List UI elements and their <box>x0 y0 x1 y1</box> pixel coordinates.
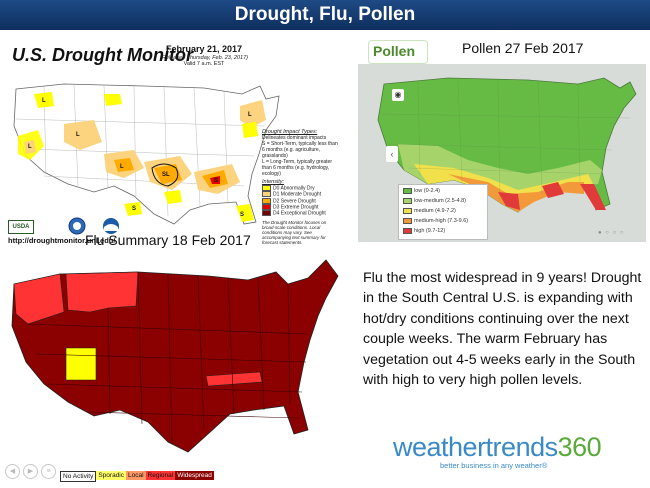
usda-logo: USDA <box>8 220 34 234</box>
svg-text:L: L <box>248 112 252 118</box>
drought-valid: Valid 7 a.m. EST <box>183 61 225 67</box>
chevron-left-icon[interactable]: ‹ <box>386 146 398 162</box>
slide-title: Drought, Flu, Pollen <box>234 4 416 25</box>
intensity-swatch <box>262 191 271 198</box>
next-slide-icon[interactable]: ▶ <box>23 464 38 479</box>
pollen-legend-label: medium (4.9-7.2) <box>414 208 456 214</box>
previous-slide-icon[interactable]: ◀ <box>5 464 20 479</box>
flu-legend-item: Regional <box>145 471 176 480</box>
intensity-swatch <box>262 197 271 204</box>
flu-legend: No Activity Sporadic Local Regional Widespre… <box>60 471 214 482</box>
intensity-label: D0 Abnormally Dry <box>273 185 315 192</box>
drought-footnote: The Drought Monitor focuses on broad-sca… <box>262 219 327 245</box>
flu-map <box>11 259 339 453</box>
pollen-legend-row: medium (4.9-7.2) <box>403 207 456 215</box>
logo-number: 360 <box>557 432 602 462</box>
intensity-row: D1 Moderate Drought <box>262 191 338 198</box>
svg-text:S: S <box>132 206 136 212</box>
pollen-logo: Pollen <box>368 40 428 64</box>
impact-item: S = Short-Term, typically less than 6 mo… <box>262 141 338 159</box>
carousel-dots[interactable]: ● ○ ○ ○ <box>598 230 625 236</box>
flu-title: Flu Summary 18 Feb 2017 <box>85 232 251 248</box>
pollen-title: Pollen 27 Feb 2017 <box>462 40 584 56</box>
intensity-swatch <box>262 185 271 191</box>
pollen-legend-row: low (0-2.4) <box>403 187 440 195</box>
intensity-label: D3 Extreme Drought <box>273 204 319 211</box>
pollen-legend-label: low (0-2.4) <box>414 188 440 194</box>
intensity-label: D4 Exceptional Drought <box>273 210 326 217</box>
intensity-row: D0 Abnormally Dry <box>262 185 338 191</box>
svg-text:L: L <box>76 132 80 138</box>
intensity-row: D3 Extreme Drought <box>262 203 338 211</box>
intensity-swatch <box>262 210 271 217</box>
intensity-header: Intensity: <box>262 179 285 185</box>
svg-text:L: L <box>120 164 124 170</box>
pollen-swatch <box>403 187 412 194</box>
impact-item: Delineates dominant impacts <box>262 135 327 141</box>
logo-name: weathertrends <box>393 432 558 462</box>
impact-item: L = Long-Term, typically greater than 6 … <box>262 159 332 177</box>
pollen-legend-row: high (9.7-12) <box>403 227 445 235</box>
intensity-row: D4 Exceptional Drought <box>262 210 338 217</box>
slide-menu-icon[interactable]: ≡ <box>41 464 56 479</box>
drought-legend: Drought Impact Types: Delineates dominan… <box>262 129 338 245</box>
svg-text:L: L <box>42 98 46 104</box>
flu-legend-item: Sporadic <box>96 471 126 480</box>
drought-title: U.S. Drought Monitor <box>12 45 193 65</box>
pollen-legend-label: low-medium (2.5-4.8) <box>414 198 466 204</box>
weathertrends-logo: weathertrends360 <box>393 432 602 463</box>
drought-areas <box>18 92 266 222</box>
locate-icon[interactable]: ◉ <box>392 89 404 101</box>
intensity-label: D2 Severe Drought <box>273 197 316 204</box>
impact-header: Drought Impact Types: <box>262 129 318 135</box>
pollen-legend-label: high (9.7-12) <box>414 228 446 234</box>
svg-text:SL: SL <box>162 172 170 178</box>
drought-date: February 21, 2017 <box>165 44 243 54</box>
pollen-legend: low (0-2.4) low-medium (2.5-4.8) medium … <box>398 184 488 240</box>
drought-monitor-panel: U.S. Drought Monitor February 21, 2017 (… <box>4 34 344 254</box>
pollen-legend-row: low-medium (2.5-4.8) <box>403 197 466 205</box>
pollen-swatch <box>403 227 412 234</box>
pollen-legend-label: medium-high (7.3-9.6) <box>414 218 469 224</box>
ndmc-logo <box>68 217 86 235</box>
intensity-label: D1 Moderate Drought <box>273 191 322 198</box>
intensity-row: D2 Severe Drought <box>262 197 338 204</box>
flu-legend-item: Local <box>126 471 146 480</box>
pollen-logo-text: Pollen <box>373 43 416 59</box>
pollen-swatch <box>403 207 412 214</box>
flu-legend-item: No Activity <box>60 471 97 482</box>
noaa-logo <box>103 218 119 234</box>
flu-legend-item: Widespread <box>175 471 214 480</box>
logo-tagline: better business in any weather® <box>440 461 548 470</box>
pollen-legend-row: medium-high (7.3-9.6) <box>403 217 468 225</box>
drought-released: (Released Thursday, Feb. 23, 2017) <box>160 55 248 61</box>
pollen-swatch <box>403 197 412 204</box>
pollen-panel: Pollen Pollen 27 Feb 2017 ◉ ‹ low (0-2.4… <box>358 34 646 242</box>
drought-url: http://droughtmonitor.unl.edu/ <box>8 236 116 245</box>
intensity-swatch <box>262 203 271 210</box>
svg-text:S: S <box>214 178 218 184</box>
pollen-swatch <box>403 217 412 224</box>
pollen-map <box>377 77 637 213</box>
slide-title-bar: Drought, Flu, Pollen <box>0 0 650 30</box>
summary-text: Flu the most widespread in 9 years! Drou… <box>363 270 642 389</box>
svg-text:L: L <box>28 144 32 150</box>
svg-text:S: S <box>240 212 244 218</box>
